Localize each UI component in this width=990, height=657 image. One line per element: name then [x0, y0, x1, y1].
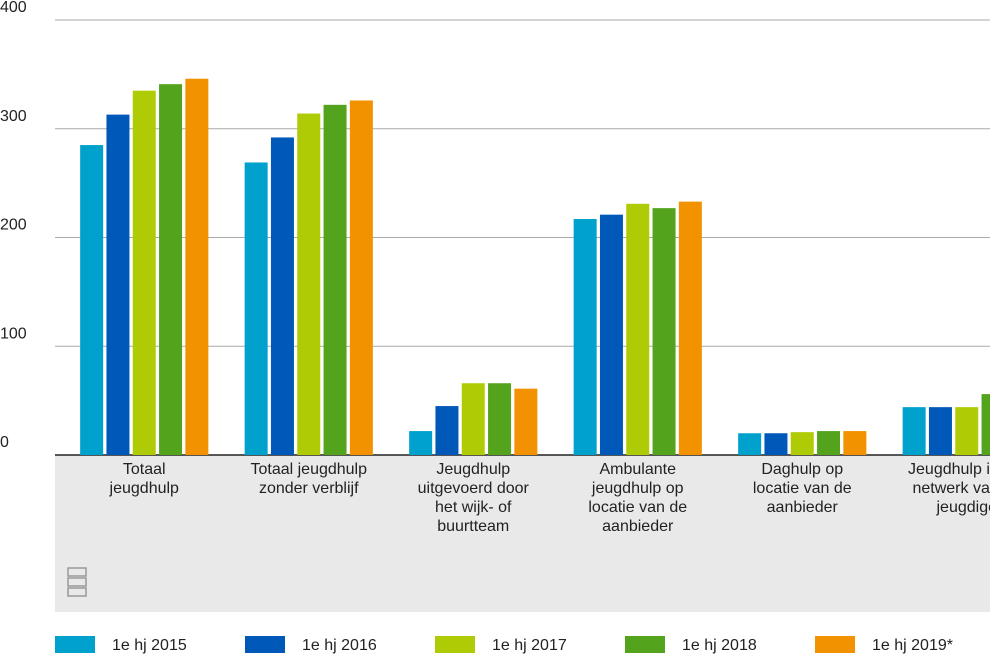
bar: [270, 137, 294, 455]
bar: [80, 145, 104, 455]
bar: [678, 201, 702, 455]
bar: [573, 219, 597, 455]
y-tick-label: 0: [0, 434, 9, 451]
bar: [159, 84, 183, 455]
legend-label: 1e hj 2017: [492, 637, 567, 654]
y-tick-label: 400: [0, 0, 27, 16]
bar: [297, 113, 321, 456]
y-tick-label: 200: [0, 217, 27, 234]
x-tick-label: Jeugdhulp in het netwerk van de jeugdige: [908, 461, 990, 516]
legend-swatch: [435, 636, 475, 653]
legend-label: 1e hj 2019*: [872, 637, 953, 654]
x-tick-label: Totaal jeugdhulp: [109, 461, 179, 497]
y-tick-label: 100: [0, 325, 27, 342]
legend-swatch: [815, 636, 855, 653]
bar: [928, 407, 952, 455]
bar: [652, 208, 676, 455]
y-tick-label: 300: [0, 108, 27, 125]
legend-swatch: [245, 636, 285, 653]
bar: [764, 433, 788, 455]
x-tick-label: Ambulante jeugdhulp op locatie van de aa…: [588, 461, 688, 535]
bar: [409, 431, 433, 455]
bar: [185, 78, 209, 455]
x-tick-label: Jeugdhulp uitgevoerd door het wijk- of b…: [417, 461, 529, 535]
bar: [323, 104, 347, 455]
legend-swatch: [625, 636, 665, 653]
bar: [955, 407, 979, 455]
bar: [981, 394, 990, 455]
logo: [67, 567, 87, 597]
x-tick-label: Totaal jeugdhulp zonder verblijf: [250, 461, 368, 497]
bar: [738, 433, 762, 455]
x-tick-label: Daghulp op locatie van de aanbieder: [752, 461, 852, 516]
bar: [435, 406, 459, 455]
bar: [790, 432, 814, 455]
bar: [514, 388, 538, 455]
bar: [132, 90, 156, 455]
bar: [817, 431, 841, 455]
legend-swatch: [55, 636, 95, 653]
legend-label: 1e hj 2015: [112, 637, 187, 654]
bar: [902, 407, 926, 455]
bar: [599, 214, 623, 455]
bar: [626, 203, 650, 455]
bar: [106, 114, 130, 456]
legend-label: 1e hj 2016: [302, 637, 377, 654]
bar: [244, 162, 268, 455]
bar: [488, 383, 512, 455]
bar: [461, 383, 485, 455]
bar: [349, 100, 373, 455]
label-band: [55, 455, 990, 612]
legend-label: 1e hj 2018: [682, 637, 757, 654]
bar: [843, 431, 867, 455]
